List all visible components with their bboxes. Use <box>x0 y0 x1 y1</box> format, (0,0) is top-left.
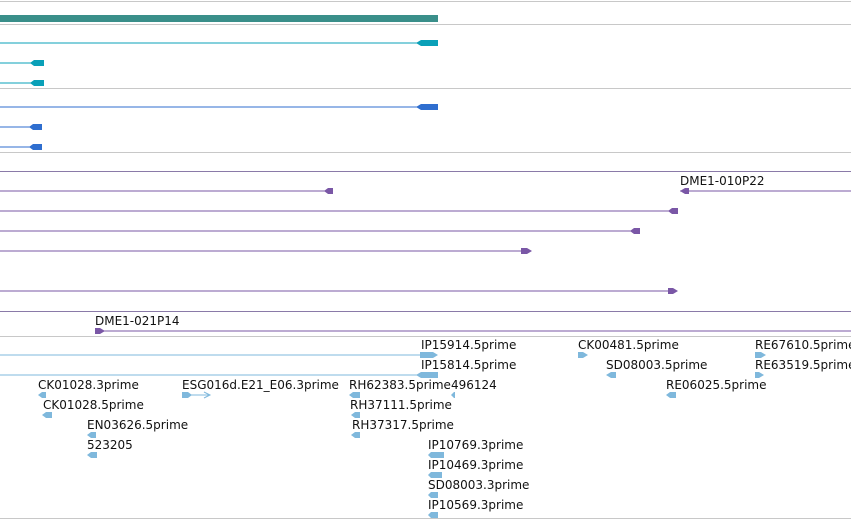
clone-feature-bac-top[interactable] <box>680 188 851 194</box>
est-feature[interactable] <box>42 412 52 418</box>
est-feature[interactable] <box>351 412 360 418</box>
est-feature[interactable] <box>0 352 438 358</box>
transcript-teal-3[interactable] <box>0 80 44 86</box>
est-label[interactable]: RE06025.5prime <box>666 378 767 392</box>
est-label[interactable]: IP10569.3prime <box>428 498 524 512</box>
est-label[interactable]: CK01028.3prime <box>38 378 139 392</box>
est-feature[interactable] <box>606 372 616 378</box>
track-separator <box>0 152 851 153</box>
est-label[interactable]: SD08003.5prime <box>606 358 708 372</box>
transcript-teal-2[interactable] <box>0 60 44 66</box>
est-label[interactable]: RH37317.5prime <box>352 418 454 432</box>
track-separator <box>0 171 851 172</box>
est-feature[interactable] <box>87 452 97 458</box>
track-separator <box>0 518 851 519</box>
est-label[interactable]: RH62383.5prime <box>349 378 451 392</box>
est-feature[interactable] <box>428 472 442 478</box>
est-feature[interactable] <box>578 352 588 358</box>
clone-label[interactable]: DME1-010P22 <box>680 174 765 188</box>
est-feature[interactable] <box>755 372 764 378</box>
est-feature[interactable] <box>451 392 455 398</box>
clone-feature[interactable] <box>0 228 640 234</box>
transcript-teal-1[interactable] <box>0 40 438 46</box>
est-feature[interactable] <box>351 432 360 438</box>
track-separator <box>0 311 851 312</box>
est-feature[interactable] <box>428 452 444 458</box>
est-label[interactable]: IP15914.5prime <box>421 338 517 352</box>
est-feature[interactable] <box>666 392 676 398</box>
transcript-blue-3[interactable] <box>0 144 42 150</box>
est-label[interactable]: 523205 <box>87 438 133 452</box>
est-label[interactable]: RE67610.5prime <box>755 338 851 352</box>
est-feature[interactable] <box>349 392 360 398</box>
est-feature[interactable] <box>38 392 46 398</box>
est-label[interactable]: SD08003.3prime <box>428 478 530 492</box>
track-separator <box>0 336 851 337</box>
est-label[interactable]: CK00481.5prime <box>578 338 679 352</box>
clone-feature[interactable] <box>0 188 333 194</box>
clone-feature[interactable] <box>0 248 532 254</box>
track-separator <box>0 24 851 25</box>
est-label[interactable]: 496124 <box>451 378 497 392</box>
clone-feature-bac-bottom[interactable] <box>95 328 851 334</box>
est-label[interactable]: IP15814.5prime <box>421 358 517 372</box>
est-label[interactable]: IP10769.3prime <box>428 438 524 452</box>
est-label[interactable]: RH37111.5prime <box>350 398 452 412</box>
est-feature[interactable] <box>755 352 766 358</box>
clone-feature[interactable] <box>0 208 678 214</box>
est-feature[interactable] <box>0 372 438 378</box>
est-feature[interactable] <box>428 492 438 498</box>
transcript-blue-2[interactable] <box>0 124 42 130</box>
track-separator <box>0 88 851 89</box>
est-label[interactable]: RE63519.5prime <box>755 358 851 372</box>
est-feature[interactable] <box>182 391 212 399</box>
est-label[interactable]: IP10469.3prime <box>428 458 524 472</box>
est-feature[interactable] <box>428 512 438 518</box>
est-label[interactable]: ESG016d.E21_E06.3prime <box>182 378 339 392</box>
est-label[interactable]: EN03626.5prime <box>87 418 189 432</box>
est-feature[interactable] <box>87 432 96 438</box>
gene-model-bar[interactable] <box>0 15 438 22</box>
track-separator <box>0 1 851 2</box>
clone-label[interactable]: DME1-021P14 <box>95 314 180 328</box>
transcript-blue-1[interactable] <box>0 104 438 110</box>
clone-feature[interactable] <box>0 288 678 294</box>
est-label[interactable]: CK01028.5prime <box>43 398 144 412</box>
